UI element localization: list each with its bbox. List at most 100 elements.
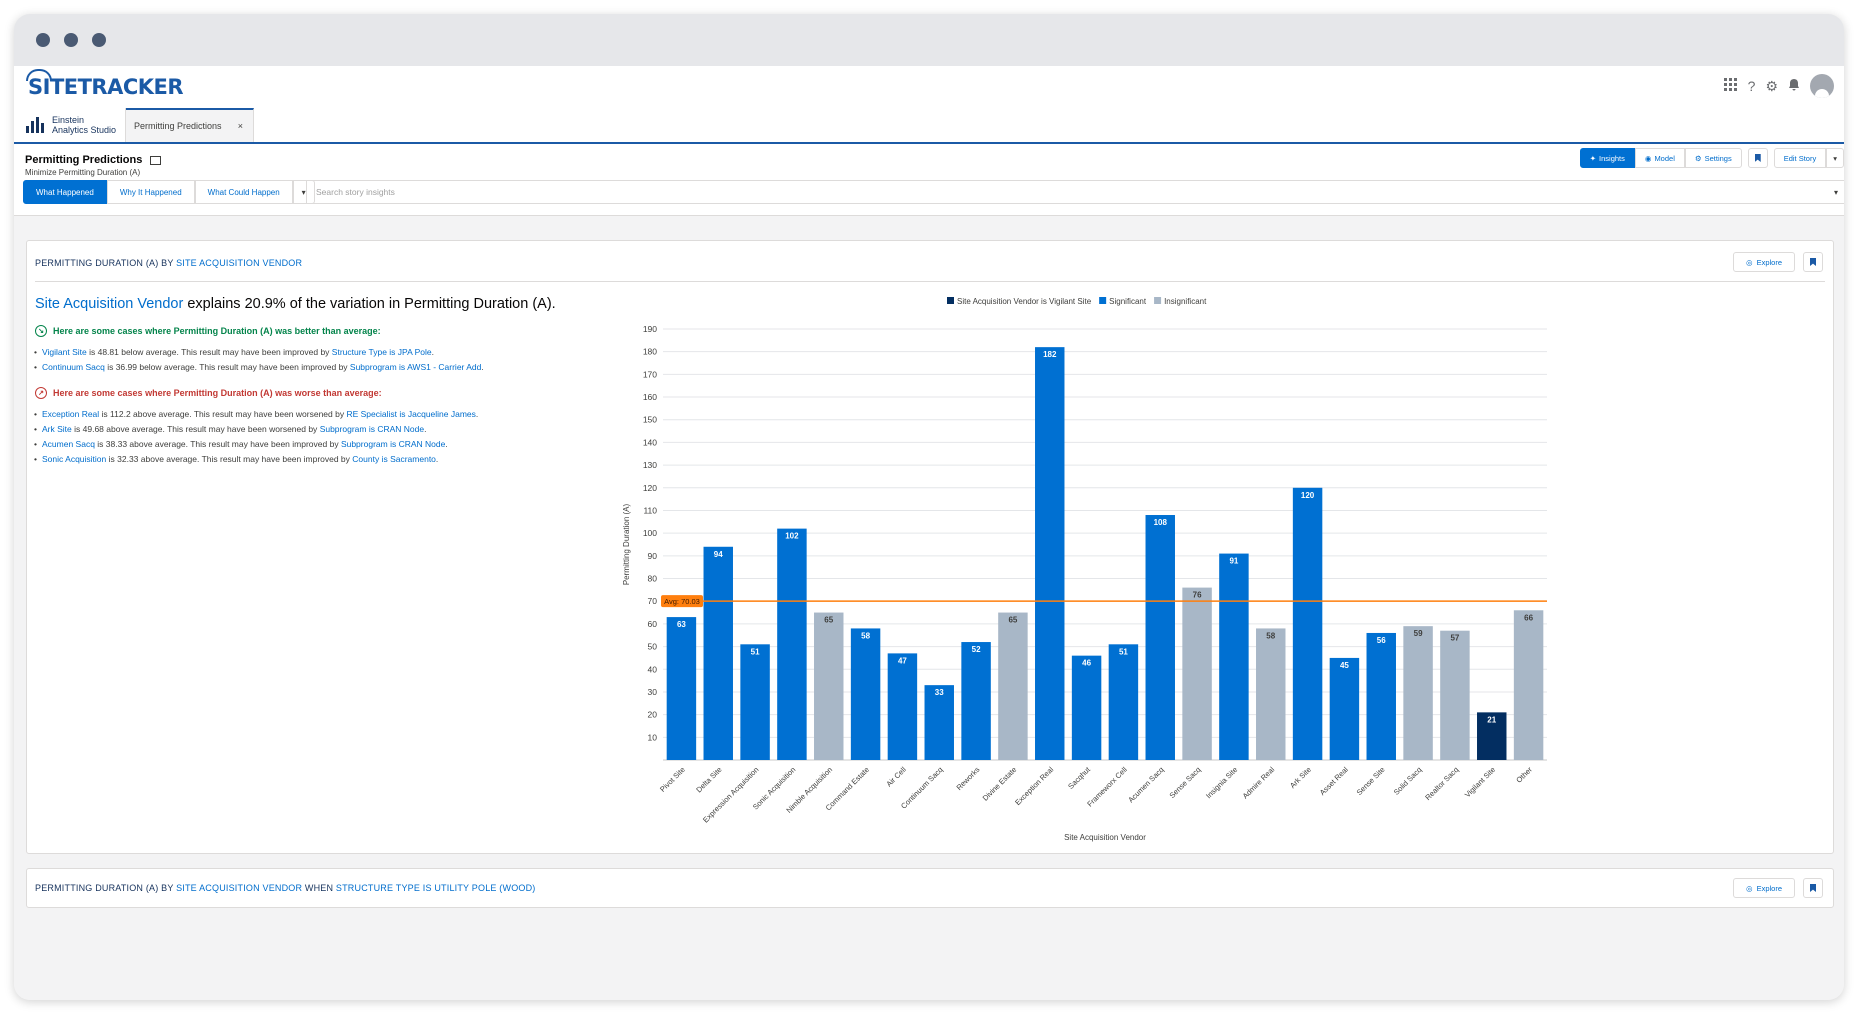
tab-what-happened[interactable]: What Happened (23, 180, 107, 204)
browser-window: SITETRACKER ? ⚙ Einstein Analytics Studi… (14, 14, 1844, 1000)
y-tick-label: 130 (643, 460, 657, 470)
x-tick-label: Pivot Site (658, 765, 687, 794)
bar (1329, 657, 1360, 760)
help-icon[interactable]: ? (1747, 78, 1756, 94)
studio-label-line2: Analytics Studio (52, 125, 117, 135)
bar (924, 685, 954, 760)
story-content: Permitting Predictions Minimize Permitti… (14, 144, 1844, 1000)
doc-tab-label: Permitting Predictions (134, 121, 222, 131)
insights-button[interactable]: ✦ Insights (1579, 148, 1635, 168)
logo-text: SITETRACKER (28, 75, 184, 99)
legend-entry: Significant (1109, 297, 1147, 306)
card-bookmark-button[interactable] (1803, 878, 1823, 898)
list-item: Acumen Sacq is 38.33 above average. This… (34, 439, 448, 449)
card-bookmark-button[interactable] (1803, 252, 1823, 272)
story-tabs-menu[interactable]: ▾ (292, 180, 315, 204)
bar-data-label: 52 (972, 645, 981, 654)
vendor-link[interactable]: Exception Real (42, 409, 100, 419)
bar-data-label: 76 (1193, 591, 1202, 600)
search-placeholder: Search story insights (316, 187, 395, 197)
window-maximize-dot[interactable] (92, 33, 106, 47)
average-badge (661, 595, 703, 608)
factor-link[interactable]: Subprogram is CRAN Node (319, 424, 425, 434)
bell-icon[interactable] (1788, 78, 1800, 94)
studio-label-line1: Einstein (52, 115, 85, 125)
edit-story-button[interactable]: Edit Story (1773, 148, 1827, 168)
vendor-link[interactable]: Continuum Sacq (42, 362, 105, 372)
chevron-down-icon[interactable]: ▾ (1833, 187, 1838, 197)
x-tick-label: Admire Real (1241, 765, 1277, 801)
tab-what-could-happen[interactable]: What Could Happen (194, 180, 293, 204)
edit-story-menu[interactable]: ▾ (1826, 148, 1844, 168)
search-input[interactable]: Search story insights ▾ (306, 180, 1844, 204)
factor-link[interactable]: RE Specialist is Jacqueline James (346, 409, 476, 419)
workspace-tabbar: Einstein Analytics Studio Permitting Pre… (14, 108, 1844, 144)
bar-data-label: 57 (1450, 634, 1459, 643)
explore-label: Explore (1756, 257, 1782, 267)
legend-entry: Site Acquisition Vendor is Vigilant Site (957, 297, 1092, 306)
model-icon: ◉ (1644, 153, 1652, 163)
factor-link[interactable]: Subprogram is CRAN Node (340, 439, 446, 449)
story-title-text: Permitting Predictions (25, 154, 143, 166)
bar (998, 612, 1028, 760)
insight-card: PERMITTING DURATION (A) BY SITE ACQUISIT… (26, 240, 1834, 854)
bar (1145, 515, 1175, 760)
bookmark-button[interactable] (1747, 148, 1768, 168)
list-item: Sonic Acquisition is 32.33 above average… (34, 454, 438, 464)
vendor-link[interactable]: Vigilant Site (42, 347, 87, 357)
y-tick-label: 70 (648, 596, 658, 606)
settings-button[interactable]: ⚙ Settings (1684, 148, 1742, 168)
tab-permitting-predictions[interactable]: Permitting Predictions × (126, 108, 254, 142)
sitetracker-logo[interactable]: SITETRACKER (26, 69, 184, 99)
bar-data-label: 66 (1524, 613, 1533, 622)
list-item: Vigilant Site is 48.81 below average. Th… (34, 347, 434, 357)
avatar[interactable] (1810, 74, 1834, 98)
vendor-link[interactable]: Acumen Sacq (42, 439, 95, 449)
analytics-studio-tab[interactable]: Einstein Analytics Studio (14, 108, 126, 142)
analytics-bars-icon (26, 117, 44, 133)
bar (1108, 644, 1139, 760)
x-tick-label: Other (1514, 765, 1534, 785)
factor-link[interactable]: County is Sacramento (352, 454, 436, 464)
bar-data-label: 102 (785, 532, 799, 541)
x-tick-label: Reworks (954, 765, 981, 792)
model-button[interactable]: ◉ Model (1634, 148, 1685, 168)
better-than-average-label: ↘ Here are some cases where Permitting D… (35, 325, 381, 337)
bar-data-label: 33 (935, 688, 944, 697)
present-icon[interactable] (150, 155, 162, 165)
explore-button[interactable]: ◎ Explore (1733, 252, 1795, 272)
settings-gear-icon: ⚙ (1694, 153, 1702, 163)
x-tick-label: Ark Site (1288, 765, 1313, 790)
vendor-link[interactable]: Sonic Acquisition (42, 454, 107, 464)
chart-svg: 10 20 30 40 50 60 70 80 90 100 110 120 130 140 150 160 1… (622, 297, 1547, 842)
y-tick-label: 10 (648, 732, 658, 742)
y-tick-label: 80 (648, 574, 658, 584)
legend-swatch (1099, 297, 1107, 304)
chevron-down-icon: ▾ (301, 187, 306, 197)
list-item: Exception Real is 112.2 above average. T… (34, 409, 478, 419)
factor-link[interactable]: Structure Type is JPA Pole (331, 347, 432, 357)
gear-icon[interactable]: ⚙ (1765, 77, 1778, 94)
x-tick-label: Air Cell (884, 765, 908, 789)
window-minimize-dot[interactable] (64, 33, 78, 47)
x-tick-label: Sacqhut (1066, 764, 1092, 790)
vendor-link[interactable]: Ark Site (42, 424, 72, 434)
insights-label: Insights (1599, 153, 1625, 163)
tab-why-it-happened[interactable]: Why It Happened (106, 180, 195, 204)
headline-field-link[interactable]: Site Acquisition Vendor (35, 296, 184, 312)
legend-entry: Insignificant (1164, 297, 1207, 306)
close-icon[interactable]: × (237, 121, 243, 131)
story-toolbar: ✦ Insights ◉ Model ⚙ Settings Edit Story ▾ (1579, 148, 1844, 168)
y-tick-label: 170 (643, 369, 657, 379)
window-close-dot[interactable] (36, 33, 50, 47)
insights-icon: ✦ (1589, 153, 1597, 163)
card-title: PERMITTING DURATION (A) BY SITE ACQUISIT… (35, 258, 303, 268)
x-tick-label: Acumen Sacq (1126, 765, 1165, 804)
bar (1256, 628, 1286, 760)
app-launcher-icon[interactable] (1723, 77, 1738, 95)
binoculars-icon: ◎ (1746, 883, 1753, 893)
model-label: Model (1654, 153, 1675, 163)
factor-link[interactable]: Subprogram is AWS1 - Carrier Add (349, 362, 482, 372)
list-item: Ark Site is 49.68 above average. This re… (34, 424, 426, 434)
explore-button[interactable]: ◎ Explore (1733, 878, 1795, 898)
